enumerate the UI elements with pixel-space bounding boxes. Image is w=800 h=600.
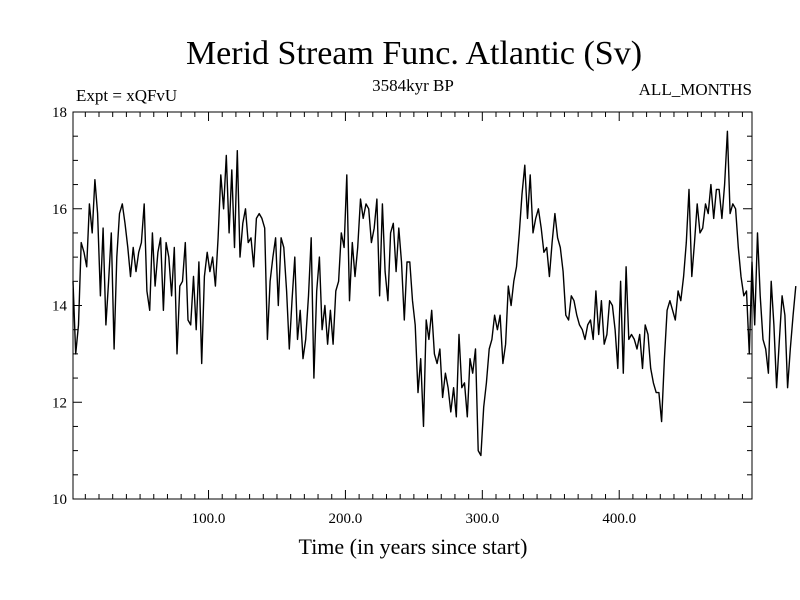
- months-label: ALL_MONTHS: [639, 80, 752, 99]
- axis-ticks: [73, 111, 752, 500]
- x-axis-label: Time (in years since start): [299, 534, 528, 559]
- period-label: 3584kyr BP: [372, 76, 454, 95]
- series-line: [72, 130, 797, 457]
- x-tick-label: 200.0: [329, 511, 363, 527]
- y-tick-label: 18: [52, 105, 67, 121]
- x-tick-label: 300.0: [465, 511, 499, 527]
- y-tick-label: 10: [52, 492, 67, 508]
- x-tick-labels: 100.0 200.0 300.0 400.0: [192, 511, 636, 527]
- y-tick-label: 14: [52, 299, 68, 315]
- chart-title: Merid Stream Func. Atlantic (Sv): [186, 35, 642, 72]
- experiment-label: Expt = xQFvU: [76, 86, 177, 105]
- y-tick-labels: 10 12 14 16 18: [52, 105, 68, 508]
- y-tick-label: 12: [52, 395, 67, 411]
- y-tick-label: 16: [52, 202, 68, 218]
- x-tick-label: 400.0: [602, 511, 636, 527]
- x-tick-label: 100.0: [192, 511, 226, 527]
